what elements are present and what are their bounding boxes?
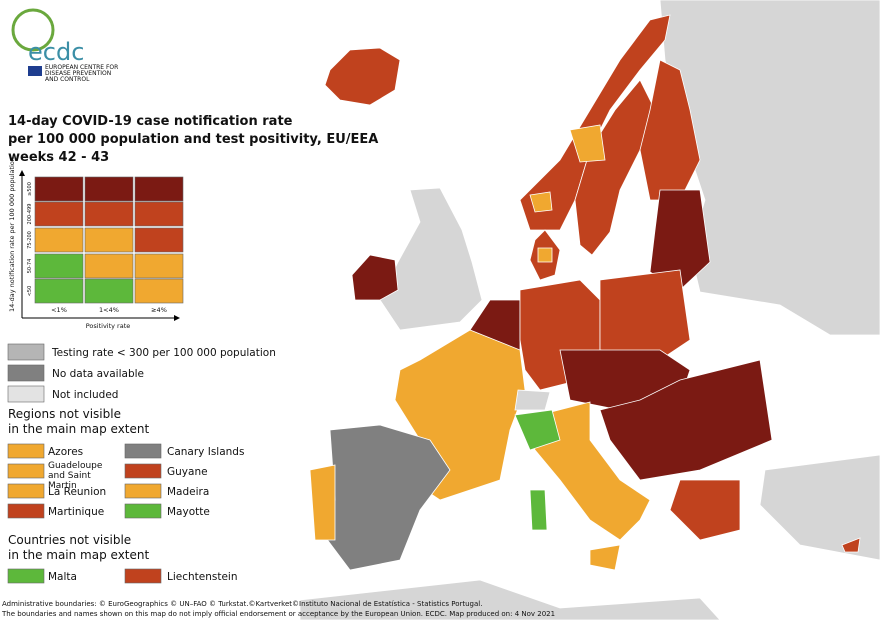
row-label: 200-499	[27, 204, 33, 225]
cell	[34, 176, 84, 202]
iceland	[324, 47, 401, 106]
section-title: in the main map extent	[8, 548, 150, 562]
row-label: 50-74	[27, 259, 33, 274]
greece	[669, 479, 741, 541]
column-label: <1%	[51, 306, 67, 314]
row-label: 75-200	[27, 231, 33, 249]
portugal	[309, 464, 336, 541]
finland	[639, 59, 701, 201]
region-label: Martinique	[48, 506, 104, 518]
non-included-africa	[299, 579, 721, 620]
cell	[134, 176, 184, 202]
spain	[319, 424, 451, 571]
logo-subtitle: AND CONTROL	[45, 76, 90, 83]
sweden-region	[569, 124, 606, 163]
cell	[34, 278, 84, 304]
section-title: Countries not visible	[8, 533, 131, 547]
ireland	[351, 254, 399, 301]
swatch	[7, 443, 45, 459]
cell	[84, 176, 134, 202]
eu-flag	[28, 66, 42, 76]
logo-globe	[11, 8, 55, 52]
poland	[599, 269, 691, 361]
swatch	[7, 463, 45, 479]
legend-label: No data available	[52, 368, 144, 380]
cell	[84, 227, 134, 253]
cell	[34, 227, 84, 253]
swatch	[124, 483, 162, 499]
cell	[134, 227, 184, 253]
denmark-region	[537, 247, 553, 263]
logo-name: ecdc	[28, 38, 84, 66]
cell	[34, 201, 84, 227]
region-label: Canary Islands	[167, 446, 244, 458]
title: per 100 000 population and test positivi…	[8, 132, 378, 147]
region-label: La Reunion	[48, 486, 106, 498]
cell	[84, 253, 134, 279]
section-title: Regions not visible	[8, 407, 121, 421]
title: weeks 42 - 43	[8, 150, 109, 165]
row-label: ≥500	[27, 182, 33, 196]
swatch	[124, 503, 162, 519]
swatch	[124, 568, 162, 584]
matrix-labels: ≥500 200-499 75-200 50-74 <50 <1% 1<4% ≥4%	[27, 182, 167, 314]
legend-label: Not included	[52, 389, 118, 401]
row-label: <50	[27, 286, 33, 297]
legend-label: Testing rate < 300 per 100 000 populatio…	[51, 347, 276, 359]
x-axis-title: Positivity rate	[86, 322, 131, 330]
country-label: Liechtenstein	[167, 571, 238, 583]
region-label: Guyane	[167, 466, 208, 478]
logo-subtitle: DISEASE PREVENTION	[45, 70, 111, 77]
cell	[84, 201, 134, 227]
title: 14-day COVID-19 case notification rate	[8, 114, 293, 129]
balkans	[599, 359, 773, 481]
sardinia	[529, 489, 548, 531]
swatch	[7, 483, 45, 499]
footer: Administrative boundaries: © EuroGeograp…	[2, 600, 482, 608]
cell	[34, 253, 84, 279]
region-label: Mayotte	[167, 506, 210, 518]
italy-north	[514, 409, 561, 451]
sicily	[589, 544, 621, 571]
column-label: 1<4%	[99, 306, 119, 314]
sweden	[574, 79, 656, 256]
matrix: 14-day notification rate per 100 000 pop…	[8, 157, 184, 330]
norway-region	[529, 191, 553, 213]
swatch	[7, 568, 45, 584]
y-axis-title: 14-day notification rate per 100 000 pop…	[8, 157, 16, 312]
country-label: Malta	[48, 571, 77, 583]
section-title: in the main map extent	[8, 422, 150, 436]
swatch	[7, 343, 45, 361]
cyprus	[841, 537, 861, 553]
cell	[84, 278, 134, 304]
column-label: ≥4%	[151, 306, 167, 314]
region-label: Guadeloupe and Saint Martin	[48, 461, 103, 491]
cell	[134, 253, 184, 279]
region-label: Azores	[48, 446, 83, 458]
footer: The boundaries and names shown on this m…	[1, 610, 555, 618]
non-included-turkey	[759, 454, 880, 561]
logo: ecdc EUROPEAN CENTRE FOR DISEASE PREVENT…	[11, 8, 118, 83]
swatch	[124, 463, 162, 479]
swatch	[7, 503, 45, 519]
region-label: Madeira	[167, 486, 209, 498]
y-arrowhead	[19, 170, 25, 176]
logo-subtitle: EUROPEAN CENTRE FOR	[45, 64, 118, 71]
swatch	[124, 443, 162, 459]
swatch	[7, 385, 45, 403]
cell	[134, 278, 184, 304]
switzerland	[514, 389, 551, 411]
non-included-uk	[379, 187, 483, 331]
cell	[134, 201, 184, 227]
x-arrowhead	[174, 315, 180, 321]
swatch	[7, 364, 45, 382]
map	[299, 0, 880, 620]
